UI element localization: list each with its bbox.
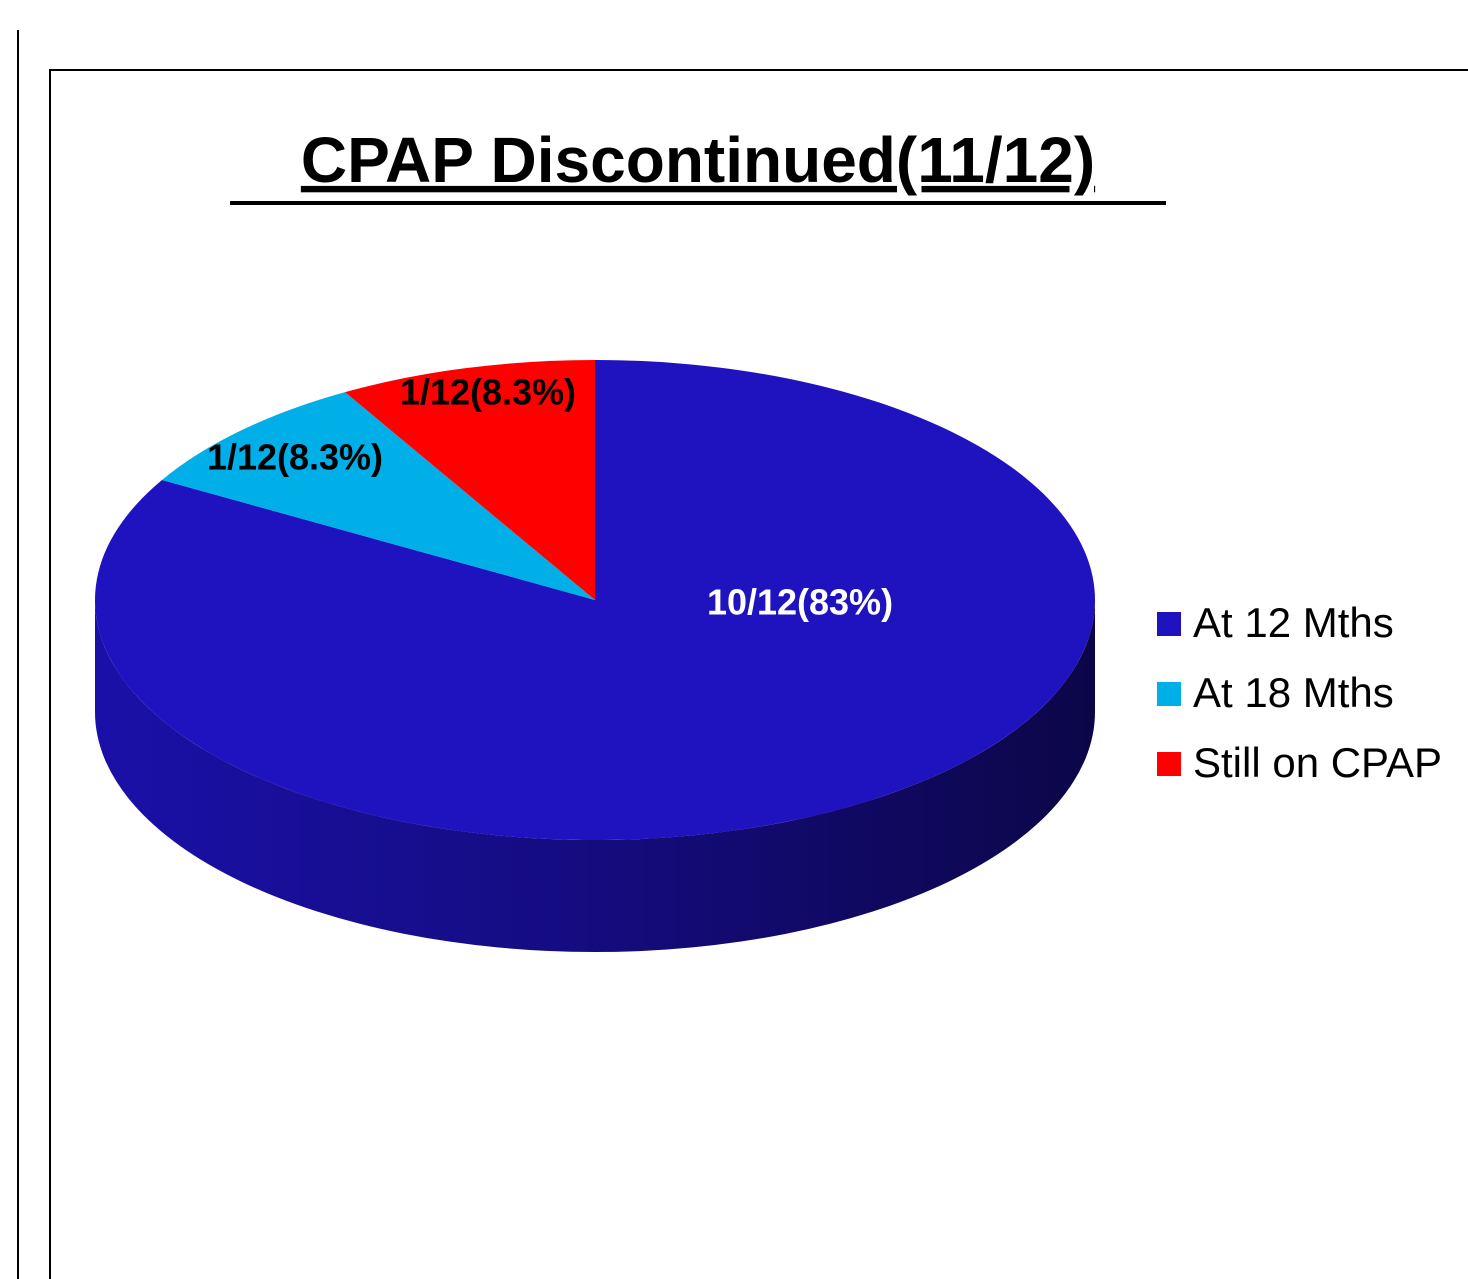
data-label: 1/12(8.3%)	[207, 437, 383, 478]
legend-swatch	[1157, 752, 1181, 776]
legend-label: At 18 Mths	[1193, 669, 1394, 716]
legend-label: Still on CPAP	[1193, 739, 1442, 786]
legend-swatch	[1157, 612, 1181, 636]
pie-slice	[94, 360, 1095, 840]
data-label: 10/12(83%)	[707, 582, 893, 623]
pie-slice	[161, 392, 595, 600]
chart-title: CPAP Discontinued(11/12)	[301, 124, 1095, 196]
data-label: 1/12(8.3%)	[400, 372, 576, 413]
legend-swatch	[1157, 682, 1181, 706]
pie-side	[95, 600, 1095, 952]
legend-label: At 12 Mths	[1193, 599, 1394, 646]
pie-slice	[345, 360, 595, 600]
